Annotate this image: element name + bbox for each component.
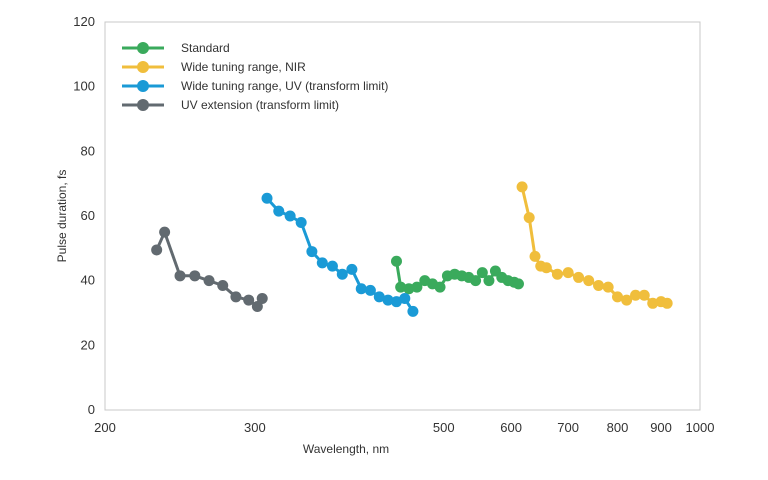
y-tick-label: 20 [81,337,95,352]
legend-swatch-marker [137,42,149,54]
data-point [516,181,528,193]
y-tick-label: 60 [81,208,95,223]
data-point [399,292,411,304]
x-tick-label: 1000 [686,420,715,435]
data-point [336,268,348,280]
data-point [373,291,385,303]
data-point [523,212,535,224]
x-tick-label: 200 [94,420,116,435]
legend-label: Wide tuning range, NIR [181,60,306,74]
data-point [470,275,482,287]
legend-item: Standard [122,41,230,55]
data-point [612,291,624,303]
data-point [512,278,524,290]
data-point [583,275,595,287]
x-tick-label: 500 [433,420,455,435]
data-point [284,210,296,222]
data-point [251,301,263,313]
data-point [316,257,328,269]
legend: Standard Wide tuning range, NIR Wide tunin… [122,41,388,112]
data-point [230,291,242,303]
series-3 [151,226,268,313]
series-1 [516,181,673,309]
data-point [390,255,402,267]
legend-label: UV extension (transform limit) [181,98,339,112]
plot-area [104,21,701,411]
x-axis-ticks: 200 300 500 600 700 800 900 1000 [94,420,714,435]
series-layer [151,181,673,317]
data-point [647,297,659,309]
y-axis-ticks: 0 20 40 60 80 100 120 [73,14,95,417]
legend-swatch-marker [137,99,149,111]
data-point [562,267,574,279]
x-tick-label: 800 [607,420,629,435]
data-point [326,260,338,272]
data-point [217,280,229,292]
series-0 [390,255,524,295]
legend-item: Wide tuning range, UV (transform limit) [122,79,388,93]
x-tick-label: 600 [500,420,522,435]
data-point [411,281,423,293]
data-point [306,246,318,258]
legend-swatch-marker [137,61,149,73]
legend-swatch-marker [137,80,149,92]
data-point [638,289,650,301]
data-point [151,244,163,256]
data-point [355,283,367,295]
x-axis-label: Wavelength, nm [303,442,389,456]
data-point [189,270,201,282]
series-2 [261,192,419,317]
data-point [256,292,268,304]
legend-label: Standard [181,41,230,55]
y-tick-label: 40 [81,273,95,288]
data-point [395,281,407,293]
data-point [382,294,394,306]
y-tick-label: 0 [88,402,95,417]
data-point [476,267,488,279]
x-tick-label: 900 [650,420,672,435]
y-tick-label: 80 [81,143,95,158]
data-point [630,289,642,301]
data-point [551,268,563,280]
data-point [243,294,255,306]
data-point [346,263,358,275]
x-tick-label: 700 [557,420,579,435]
data-point [602,281,614,293]
data-point [295,216,307,228]
data-point [273,205,285,217]
x-tick-label: 300 [244,420,266,435]
data-point [483,275,495,287]
y-tick-label: 100 [73,79,95,94]
data-point [203,275,215,287]
data-point [159,226,171,238]
data-point [390,296,402,308]
data-point [174,270,186,282]
data-point [529,250,541,262]
y-tick-label: 120 [73,14,95,29]
legend-label: Wide tuning range, UV (transform limit) [181,79,388,93]
data-point [364,284,376,296]
data-point [661,297,673,309]
data-point [593,280,605,292]
y-axis-label: Pulse duration, fs [55,170,69,263]
data-point [540,262,552,274]
data-point [434,281,446,293]
data-point [261,192,273,204]
data-point [407,305,419,317]
legend-item: Wide tuning range, NIR [122,60,306,74]
data-point [573,271,585,283]
legend-item: UV extension (transform limit) [122,98,339,112]
data-point [621,294,633,306]
